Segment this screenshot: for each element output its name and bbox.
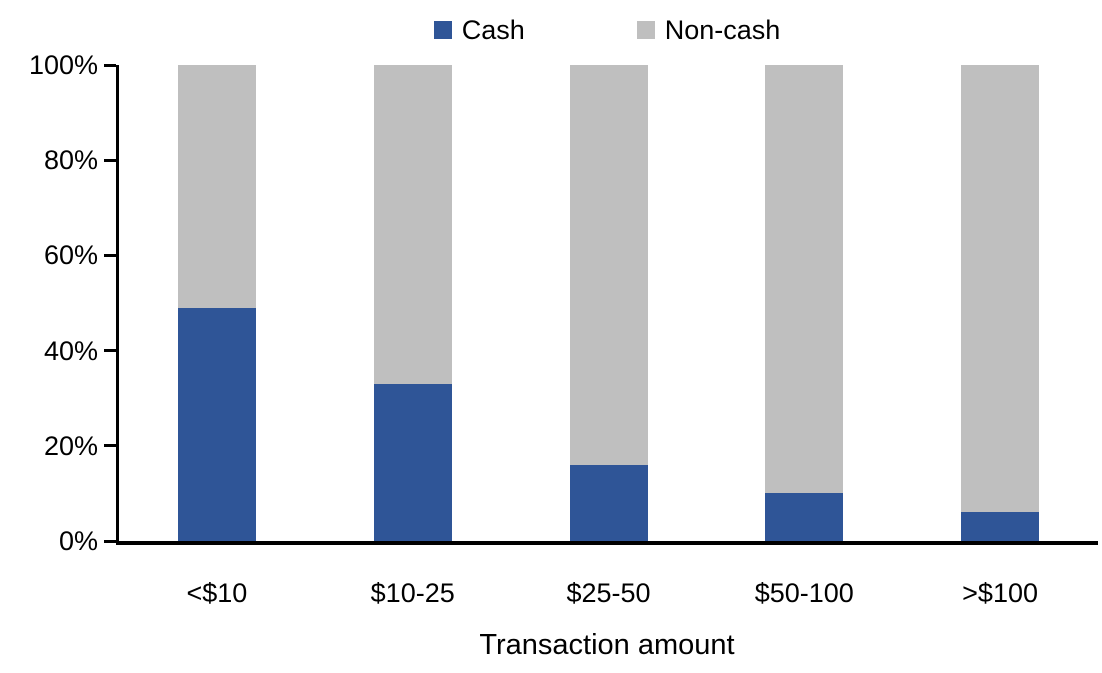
legend-swatch-cash xyxy=(433,21,452,39)
bar-10-25 xyxy=(373,65,452,541)
y-tick-mark xyxy=(104,253,116,257)
y-tick-mark xyxy=(104,444,116,448)
y-tick-label: 0% xyxy=(58,526,98,556)
legend-swatch-non-cash xyxy=(636,21,655,39)
y-tick-mark xyxy=(104,158,116,162)
x-category-label-100: >$100 xyxy=(962,578,1038,608)
bar-segment-10-non-cash xyxy=(177,65,256,308)
y-tick-mark xyxy=(104,63,116,67)
bar-segment-50-100-cash xyxy=(765,493,844,541)
legend-item-cash: Cash xyxy=(433,12,525,48)
legend-label-cash: Cash xyxy=(461,15,525,45)
bar-10 xyxy=(177,65,256,541)
y-tick-mark xyxy=(104,539,116,543)
bar-segment-100-non-cash xyxy=(961,65,1040,513)
bar-segment-25-50-cash xyxy=(569,464,648,541)
x-axis-title: Transaction amount xyxy=(479,629,735,661)
x-category-label-25-50: $25-50 xyxy=(566,578,651,608)
bar-25-50 xyxy=(569,65,648,541)
legend-item-non-cash: Non-cash xyxy=(636,12,781,48)
plot-area xyxy=(116,65,1098,545)
bar-100 xyxy=(961,65,1040,541)
bar-segment-25-50-non-cash xyxy=(569,65,648,465)
y-tick-label: 100% xyxy=(28,50,98,80)
y-tick-label: 20% xyxy=(43,430,98,461)
bar-segment-100-cash xyxy=(961,512,1040,541)
y-tick-label: 80% xyxy=(43,145,98,176)
x-category-label-10: <$10 xyxy=(186,578,248,608)
legend-label-non-cash: Non-cash xyxy=(664,15,781,45)
chart-legend: Cash Non-cash xyxy=(116,12,1098,48)
bar-segment-10-cash xyxy=(177,307,256,541)
bar-segment-10-25-non-cash xyxy=(373,65,452,384)
x-category-label-10-25: $10-25 xyxy=(370,578,455,608)
y-tick-label: 40% xyxy=(43,335,98,366)
y-tick-label: 60% xyxy=(43,240,98,271)
y-tick-mark xyxy=(104,349,116,353)
bar-segment-50-100-non-cash xyxy=(765,65,844,494)
bar-segment-10-25-cash xyxy=(373,383,452,541)
x-category-label-50-100: $50-100 xyxy=(754,578,854,608)
bar-50-100 xyxy=(765,65,844,541)
